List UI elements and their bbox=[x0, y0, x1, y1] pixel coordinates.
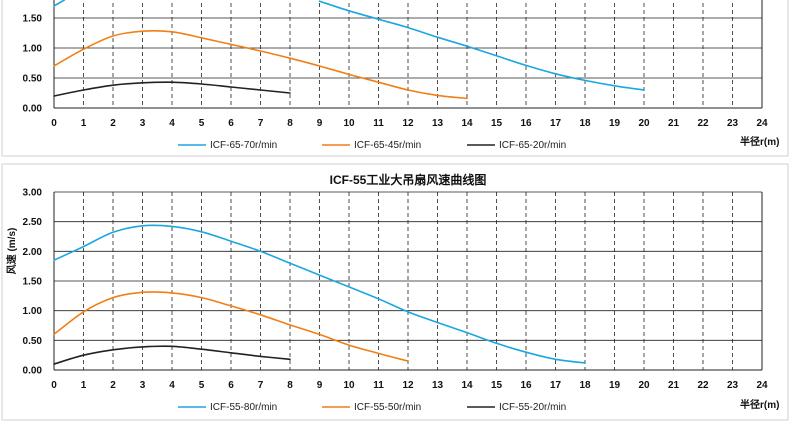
x-tick-label: 23 bbox=[727, 380, 739, 391]
x-tick-label: 11 bbox=[373, 118, 384, 129]
x-tick-label: 24 bbox=[756, 118, 768, 129]
series-line-4 bbox=[53, 0, 66, 7]
x-tick-label: 19 bbox=[609, 380, 621, 391]
x-tick-label: 23 bbox=[727, 118, 739, 129]
chart-panel-2: 0.000.501.001.502.002.503.000 1 2 3 4 5 6 7 8 9 10… bbox=[1, 163, 789, 421]
x-tick-label: 20 bbox=[638, 118, 650, 129]
legend-label: ICF-55-20r/min bbox=[499, 402, 566, 413]
x-tick-label: 1 bbox=[81, 380, 87, 391]
x-tick-label: 13 bbox=[432, 118, 444, 129]
y-tick-label: 0.00 bbox=[23, 366, 43, 377]
x-tick-label: 10 bbox=[343, 380, 355, 391]
x-tick-label: 7 bbox=[258, 118, 264, 129]
x-tick-label: 0 bbox=[51, 380, 57, 391]
x-tick-label: 16 bbox=[520, 380, 532, 391]
series-line-2 bbox=[53, 29, 468, 100]
x-tick-label: 12 bbox=[402, 118, 414, 129]
x-tick-label: 5 bbox=[199, 118, 205, 129]
x-tick-label: 5 bbox=[199, 380, 205, 391]
y-tick-label: 0.50 bbox=[23, 74, 43, 85]
legend-label: ICF-65-20r/min bbox=[499, 140, 566, 151]
series-group bbox=[53, 224, 586, 365]
x-tick-label: 6 bbox=[228, 380, 234, 391]
legend-label: ICF-65-70r/min bbox=[210, 140, 277, 151]
x-tick-label: 9 bbox=[317, 118, 323, 129]
chart-frame bbox=[1, 163, 789, 421]
legend-label: ICF-65-45r/min bbox=[354, 140, 421, 151]
x-tick-label: 15 bbox=[491, 380, 503, 391]
y-tick-label: 1.00 bbox=[23, 44, 43, 55]
series-group bbox=[53, 0, 645, 100]
x-tick-label: 4 bbox=[169, 118, 175, 129]
y-tick-label: 1.00 bbox=[23, 306, 43, 317]
y-tick-label: 2.50 bbox=[23, 217, 43, 228]
x-tick-label: 7 bbox=[258, 380, 264, 391]
y-axis-label: 风速 (m/s) bbox=[5, 228, 18, 275]
x-axis-label: 半径r(m) bbox=[740, 135, 779, 148]
series-line-3 bbox=[53, 345, 291, 365]
x-tick-label: 21 bbox=[668, 380, 680, 391]
series-line-3 bbox=[53, 81, 291, 97]
y-tick-label: 0.00 bbox=[23, 104, 43, 115]
x-tick-label: 2 bbox=[110, 380, 116, 391]
x-axis-label: 半径r(m) bbox=[740, 398, 779, 411]
series-line-1 bbox=[318, 0, 645, 91]
x-tick-label: 18 bbox=[579, 380, 591, 391]
y-tick-label: 0.50 bbox=[23, 336, 43, 347]
y-tick-label: 3.00 bbox=[23, 188, 43, 199]
x-tick-label: 3 bbox=[140, 118, 146, 129]
x-tick-label: 24 bbox=[756, 380, 768, 391]
x-tick-label: 8 bbox=[287, 380, 293, 391]
x-tick-label: 19 bbox=[609, 118, 621, 129]
x-tick-label: 4 bbox=[169, 380, 175, 391]
x-tick-label: 21 bbox=[668, 118, 680, 129]
x-tick-label: 0 bbox=[51, 118, 57, 129]
x-tick-label: 11 bbox=[373, 380, 384, 391]
x-tick-label: 12 bbox=[402, 380, 414, 391]
legend-label: ICF-55-80r/min bbox=[210, 402, 277, 413]
x-tick-label: 16 bbox=[520, 118, 532, 129]
x-tick-label: 3 bbox=[140, 380, 146, 391]
x-tick-label: 8 bbox=[287, 118, 293, 129]
x-tick-label: 1 bbox=[81, 118, 87, 129]
x-tick-label: 13 bbox=[432, 380, 444, 391]
chart-title: ICF-55工业大吊扇风速曲线图 bbox=[330, 172, 487, 187]
x-tick-label: 20 bbox=[638, 380, 650, 391]
y-tick-label: 2.00 bbox=[23, 247, 43, 258]
series-line-2 bbox=[53, 291, 409, 362]
x-tick-label: 22 bbox=[697, 118, 709, 129]
x-tick-label: 14 bbox=[461, 380, 473, 391]
x-tick-label: 18 bbox=[579, 118, 591, 129]
legend-label: ICF-55-50r/min bbox=[354, 402, 421, 413]
y-tick-label: 1.50 bbox=[23, 14, 43, 25]
x-tick-label: 17 bbox=[550, 118, 562, 129]
y-tick-label: 1.50 bbox=[23, 277, 43, 288]
x-tick-label: 9 bbox=[317, 380, 323, 391]
chart-panel-1: 0.000.501.001.500 1 2 3 4 5 6 7 8 9 10 11 12 13 14 15 16… bbox=[1, 0, 789, 157]
x-tick-label: 15 bbox=[491, 118, 503, 129]
x-tick-label: 22 bbox=[697, 380, 709, 391]
x-tick-label: 17 bbox=[550, 380, 562, 391]
x-tick-label: 2 bbox=[110, 118, 116, 129]
series-line-1 bbox=[53, 224, 586, 364]
x-tick-label: 6 bbox=[228, 118, 234, 129]
x-tick-label: 10 bbox=[343, 118, 355, 129]
x-tick-label: 14 bbox=[461, 118, 473, 129]
